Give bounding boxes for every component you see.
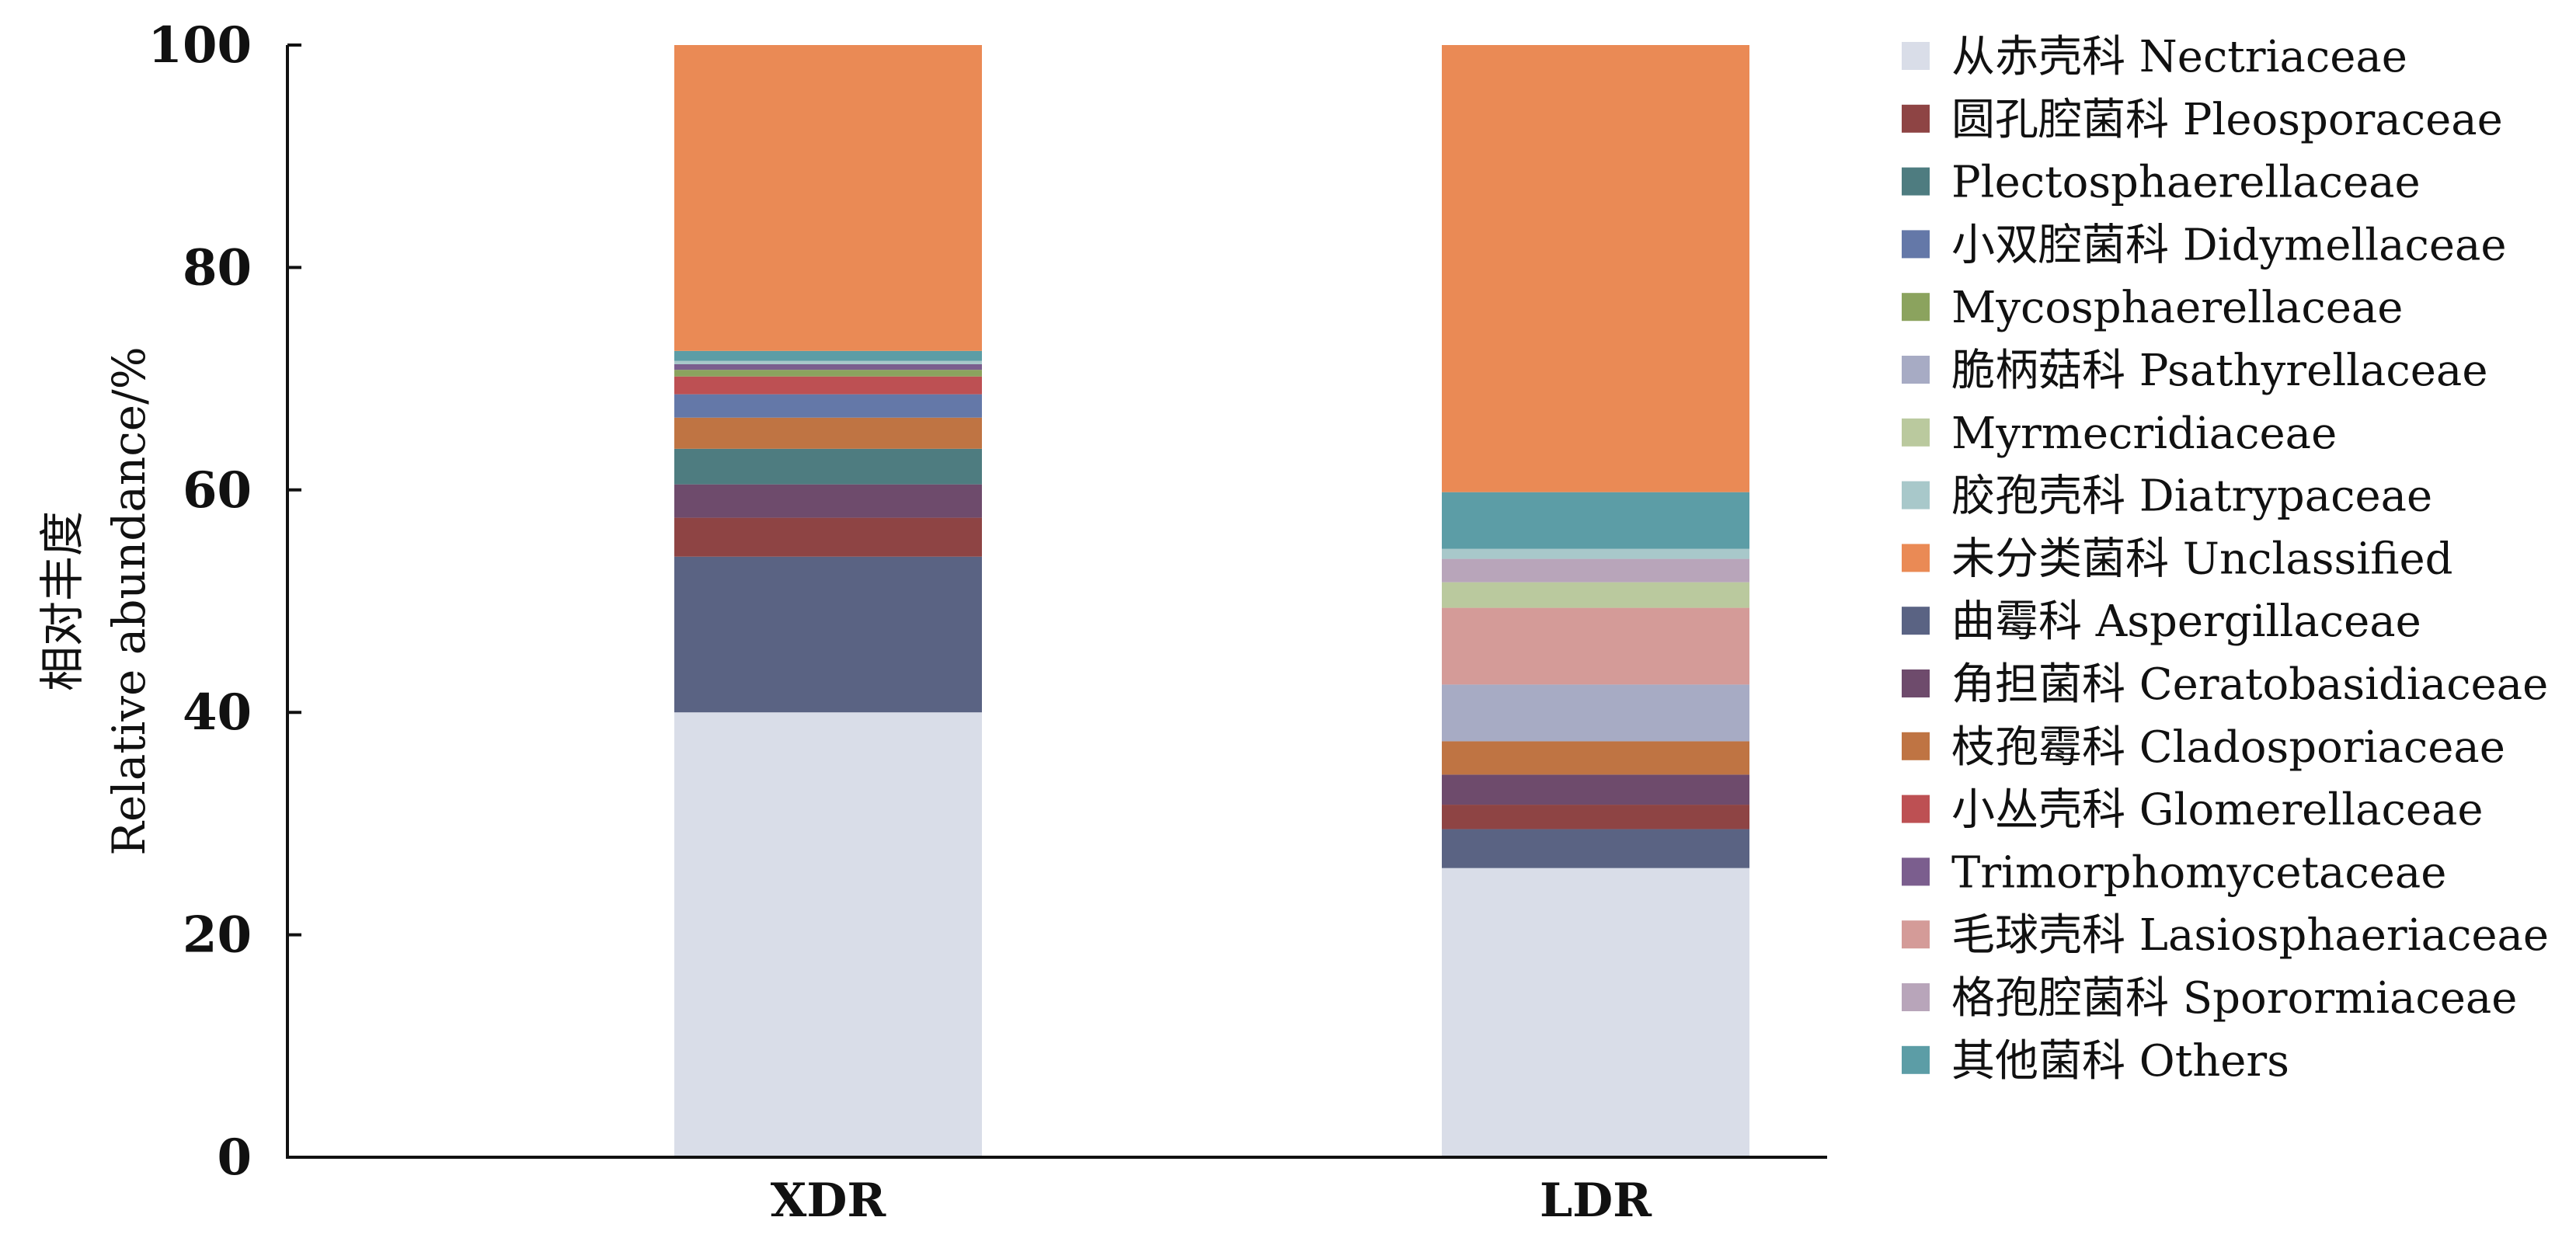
legend-swatch bbox=[1902, 104, 1930, 133]
y-tick-label: 20 bbox=[183, 906, 252, 965]
legend-label: 其他菌科 Others bbox=[1951, 1036, 2289, 1087]
bar-segment bbox=[1442, 774, 1749, 805]
y-ticks-layer: 0 20 40 60 80 100 bbox=[148, 16, 301, 1187]
y-tick-label: 80 bbox=[183, 238, 252, 297]
legend-label: 格孢腔菌科 Sporormiaceae bbox=[1951, 973, 2517, 1024]
bar-segment bbox=[1442, 45, 1749, 492]
bar-segment bbox=[674, 517, 982, 557]
bar-segment bbox=[1442, 868, 1749, 1157]
bar-segment bbox=[674, 556, 982, 713]
legend-swatch bbox=[1902, 795, 1930, 823]
legend-label: 毛球壳科 Lasiosphaeriaceae bbox=[1951, 910, 2549, 961]
x-category-label: XDR bbox=[771, 1174, 887, 1228]
bar-segment bbox=[674, 363, 982, 370]
legend-label: 曲霉科 Aspergillaceae bbox=[1951, 596, 2421, 647]
legend-swatch bbox=[1902, 669, 1930, 697]
legend-label: 脆柄菇科 Psathyrellaceae bbox=[1951, 346, 2487, 396]
legend-swatch bbox=[1902, 42, 1930, 70]
bar-segment bbox=[1442, 829, 1749, 868]
legend-label: 圆孔腔菌科 Pleosporaceae bbox=[1951, 95, 2503, 145]
y-axis-label-line-1: 相对丰度 bbox=[36, 511, 89, 691]
legend-label: 枝孢霉科 Cladosporiaceae bbox=[1951, 722, 2505, 773]
legend-swatch bbox=[1902, 167, 1930, 196]
bar-segment bbox=[1442, 582, 1749, 608]
bar-segment bbox=[674, 350, 982, 361]
bar-segment bbox=[1442, 558, 1749, 582]
bar-segment bbox=[674, 484, 982, 518]
bar-segment bbox=[1442, 548, 1749, 559]
legend-swatch bbox=[1902, 230, 1930, 259]
bar-segment bbox=[674, 417, 982, 449]
legend-swatch bbox=[1902, 1045, 1930, 1074]
legend-label: Trimorphomycetaceae bbox=[1951, 847, 2446, 898]
bar-segment bbox=[1442, 607, 1749, 685]
legend-label: Myrmecridiaceae bbox=[1951, 409, 2337, 459]
bar-segment bbox=[674, 360, 982, 364]
legend-label: 小丛壳科 Glomerellaceae bbox=[1951, 785, 2484, 836]
y-tick-label: 40 bbox=[183, 683, 252, 742]
legend-swatch bbox=[1902, 481, 1930, 509]
legend-swatch bbox=[1902, 418, 1930, 447]
y-tick-label: 0 bbox=[217, 1128, 252, 1187]
y-axis-label-line-2: Relative abundance/% bbox=[103, 346, 155, 855]
bar-segment bbox=[674, 45, 982, 351]
legend-label: 角担菌科 Ceratobasidiaceae bbox=[1951, 659, 2548, 710]
legend-label: 从赤壳科 Nectriaceae bbox=[1951, 32, 2407, 82]
bar-segment bbox=[674, 712, 982, 1157]
bar-segment bbox=[1442, 805, 1749, 829]
legend-label: Plectosphaerellaceae bbox=[1951, 158, 2421, 208]
bar-segment bbox=[674, 376, 982, 395]
y-tick-label: 100 bbox=[148, 16, 252, 75]
legend-swatch bbox=[1902, 732, 1930, 760]
x-category-label: LDR bbox=[1540, 1174, 1652, 1228]
bar-segment bbox=[1442, 741, 1749, 775]
bars-layer bbox=[674, 45, 1749, 1157]
legend-swatch bbox=[1902, 983, 1930, 1011]
bar-segment bbox=[674, 370, 982, 377]
bar-segment bbox=[1442, 684, 1749, 742]
legend-label: 胶孢壳科 Diatrypaceae bbox=[1951, 471, 2432, 522]
y-axis-label: 相对丰度 Relative abundance/% bbox=[36, 346, 155, 855]
legend-label: 小双腔菌科 Didymellaceae bbox=[1951, 220, 2507, 270]
legend-label: Mycosphaerellaceae bbox=[1951, 283, 2403, 333]
x-labels-layer: XDR LDR bbox=[771, 1174, 1652, 1228]
legend: 从赤壳科 Nectriaceae 圆孔腔菌科 Pleosporaceae Plect… bbox=[1902, 32, 2549, 1087]
legend-swatch bbox=[1902, 857, 1930, 886]
legend-swatch bbox=[1902, 356, 1930, 384]
bar-segment bbox=[674, 394, 982, 418]
legend-swatch bbox=[1902, 293, 1930, 322]
legend-label: 未分类菌科 Unclassified bbox=[1951, 534, 2452, 584]
legend-swatch bbox=[1902, 607, 1930, 635]
legend-swatch bbox=[1902, 544, 1930, 572]
axes-layer bbox=[286, 45, 1827, 1159]
bar-segment bbox=[674, 448, 982, 485]
legend-swatch bbox=[1902, 920, 1930, 949]
y-tick-label: 60 bbox=[183, 461, 252, 520]
bar-segment bbox=[1442, 492, 1749, 549]
